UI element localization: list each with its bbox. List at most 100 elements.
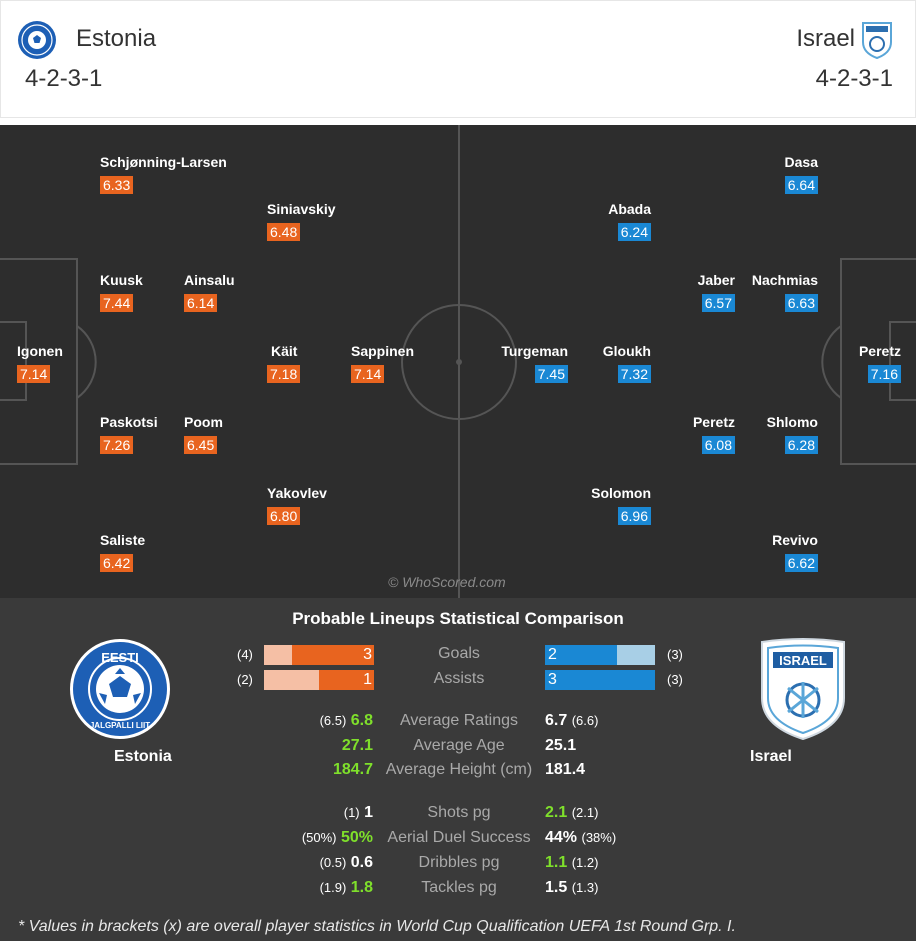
away-player[interactable]: Shlomo 6.28	[767, 414, 818, 455]
away-player[interactable]: Dasa 6.64	[785, 154, 818, 195]
bar-fill	[545, 670, 655, 690]
stat-label: Assists	[433, 670, 485, 687]
home-bracket: (1)	[343, 805, 360, 820]
away-player[interactable]: Solomon 6.96	[591, 485, 651, 526]
away-number: 1.1	[545, 854, 568, 871]
player-name: Ainsalu	[184, 272, 235, 288]
home-value: 184.7	[333, 761, 373, 779]
comparison-title: Probable Lineups Statistical Comparison	[292, 609, 624, 628]
away-number: 2.1	[545, 804, 568, 821]
footnote: * Values in brackets (x) are overall pla…	[18, 918, 736, 935]
away-number: 25.1	[545, 737, 577, 754]
player-rating: 6.08	[701, 436, 735, 454]
player-name: Paskotsi	[100, 414, 158, 430]
home-value: (1) 1	[344, 804, 373, 822]
away-number: 181.4	[545, 761, 586, 778]
dribbles-row: (0.5) 0.6 Dribbles pg 1.1 (1.2)	[0, 854, 916, 876]
away-assists-bar: 3	[545, 670, 655, 690]
stat-label: Average Height (cm)	[385, 761, 533, 778]
player-rating: 6.62	[784, 554, 818, 572]
away-player[interactable]: Jaber 6.57	[698, 272, 735, 313]
away-bracket: (38%)	[581, 830, 617, 845]
stat-label: Shots pg	[427, 804, 491, 821]
away-player[interactable]: Gloukh 7.32	[603, 343, 651, 384]
estonia-crest-icon[interactable]: EESTI JALGPALLI LIIT	[69, 638, 171, 742]
away-player[interactable]: Peretz 7.16	[859, 343, 901, 384]
player-name: Dasa	[784, 154, 818, 170]
away-player[interactable]: Nachmias 6.63	[752, 272, 818, 313]
away-value: 44% (38%)	[545, 829, 616, 847]
home-value: (6.5) 6.8	[320, 712, 373, 730]
stat-label: Average Ratings	[400, 712, 518, 729]
home-value: (1.9) 1.8	[320, 879, 373, 897]
average-ratings-row: (6.5) 6.8 Average Ratings 6.7 (6.6)	[0, 712, 916, 734]
player-name: Peretz	[858, 343, 901, 359]
home-player[interactable]: Igonen 7.14	[17, 343, 63, 384]
player-name: Schjønning-Larsen	[100, 154, 227, 170]
crest-text: JALGPALLI LIIT	[90, 721, 150, 730]
tackles-row: (1.9) 1.8 Tackles pg 1.5 (1.3)	[0, 879, 916, 901]
player-name: Nachmias	[751, 272, 818, 288]
shots-row: (1) 1 Shots pg 2.1 (2.1)	[0, 804, 916, 826]
israel-crest-icon[interactable]	[857, 20, 897, 60]
away-number: 44%	[545, 829, 578, 846]
statistical-comparison: Probable Lineups Statistical Comparison …	[0, 598, 916, 941]
home-bracket: (6.5)	[319, 713, 347, 728]
away-player[interactable]: Revivo 6.62	[772, 532, 818, 573]
home-team-name[interactable]: Estonia	[76, 25, 157, 52]
player-rating: 6.33	[100, 176, 134, 194]
away-bracket: (1.2)	[571, 855, 599, 870]
home-player[interactable]: Kuusk 7.44	[100, 272, 143, 313]
crest-text: EESTI	[101, 650, 139, 665]
estonia-crest-icon[interactable]	[17, 20, 57, 60]
player-name: Igonen	[17, 343, 63, 359]
home-number: 0.6	[350, 854, 373, 871]
home-player[interactable]: Saliste 6.42	[100, 532, 145, 573]
away-value: 3	[548, 671, 557, 688]
home-value: 1	[363, 671, 372, 688]
away-player[interactable]: Abada 6.24	[608, 201, 651, 242]
home-team-name[interactable]: Estonia	[114, 748, 172, 765]
away-number: 1.5	[545, 879, 568, 896]
player-rating: 6.42	[100, 554, 134, 572]
pitch-lines	[0, 125, 916, 598]
assists-row: (2) 1 Assists 3 (3)	[0, 670, 916, 692]
home-bracket: (2)	[237, 672, 253, 687]
away-player[interactable]: Turgeman 7.45	[501, 343, 568, 384]
player-name: Poom	[184, 414, 223, 430]
player-name: Sappinen	[351, 343, 415, 359]
home-number: 1.8	[350, 879, 373, 896]
israel-crest-icon[interactable]: ISRAEL	[752, 638, 854, 742]
player-name: Yakovlev	[267, 485, 327, 501]
player-rating: 7.14	[351, 365, 385, 383]
home-player[interactable]: Siniavskiy 6.48	[267, 201, 336, 242]
away-team-name[interactable]: Israel	[796, 25, 855, 52]
away-value: 6.7 (6.6)	[545, 712, 598, 730]
home-goals-bar: 3	[264, 645, 374, 665]
watermark: © WhoScored.com	[388, 574, 506, 590]
away-team-name[interactable]: Israel	[750, 748, 792, 765]
stat-label: Aerial Duel Success	[387, 829, 531, 846]
home-player[interactable]: Schjønning-Larsen 6.33	[100, 154, 227, 195]
player-name: Peretz	[692, 414, 735, 430]
home-number: 27.1	[341, 737, 373, 754]
stat-label: Tackles pg	[421, 879, 497, 896]
player-rating: 7.16	[867, 365, 901, 383]
stat-label: Average Age	[413, 737, 505, 754]
away-value: 1.1 (1.2)	[545, 854, 598, 872]
player-rating: 7.45	[534, 365, 568, 383]
player-name: Siniavskiy	[267, 201, 336, 217]
home-player[interactable]: Ainsalu 6.14	[184, 272, 235, 313]
home-player[interactable]: Paskotsi 7.26	[100, 414, 158, 455]
player-rating: 6.80	[267, 507, 301, 525]
player-name: Gloukh	[602, 343, 651, 359]
player-rating: 6.14	[184, 294, 218, 312]
home-player[interactable]: Poom 6.45	[184, 414, 223, 455]
goals-row: (4) 3 Goals 2 (3)	[0, 645, 916, 667]
home-bracket: (0.5)	[319, 855, 347, 870]
home-player[interactable]: Käit 7.18	[267, 343, 301, 384]
home-bracket: (4)	[237, 647, 253, 662]
home-player[interactable]: Sappinen 7.14	[351, 343, 414, 384]
away-player[interactable]: Peretz 6.08	[693, 414, 735, 455]
home-player[interactable]: Yakovlev 6.80	[267, 485, 327, 526]
